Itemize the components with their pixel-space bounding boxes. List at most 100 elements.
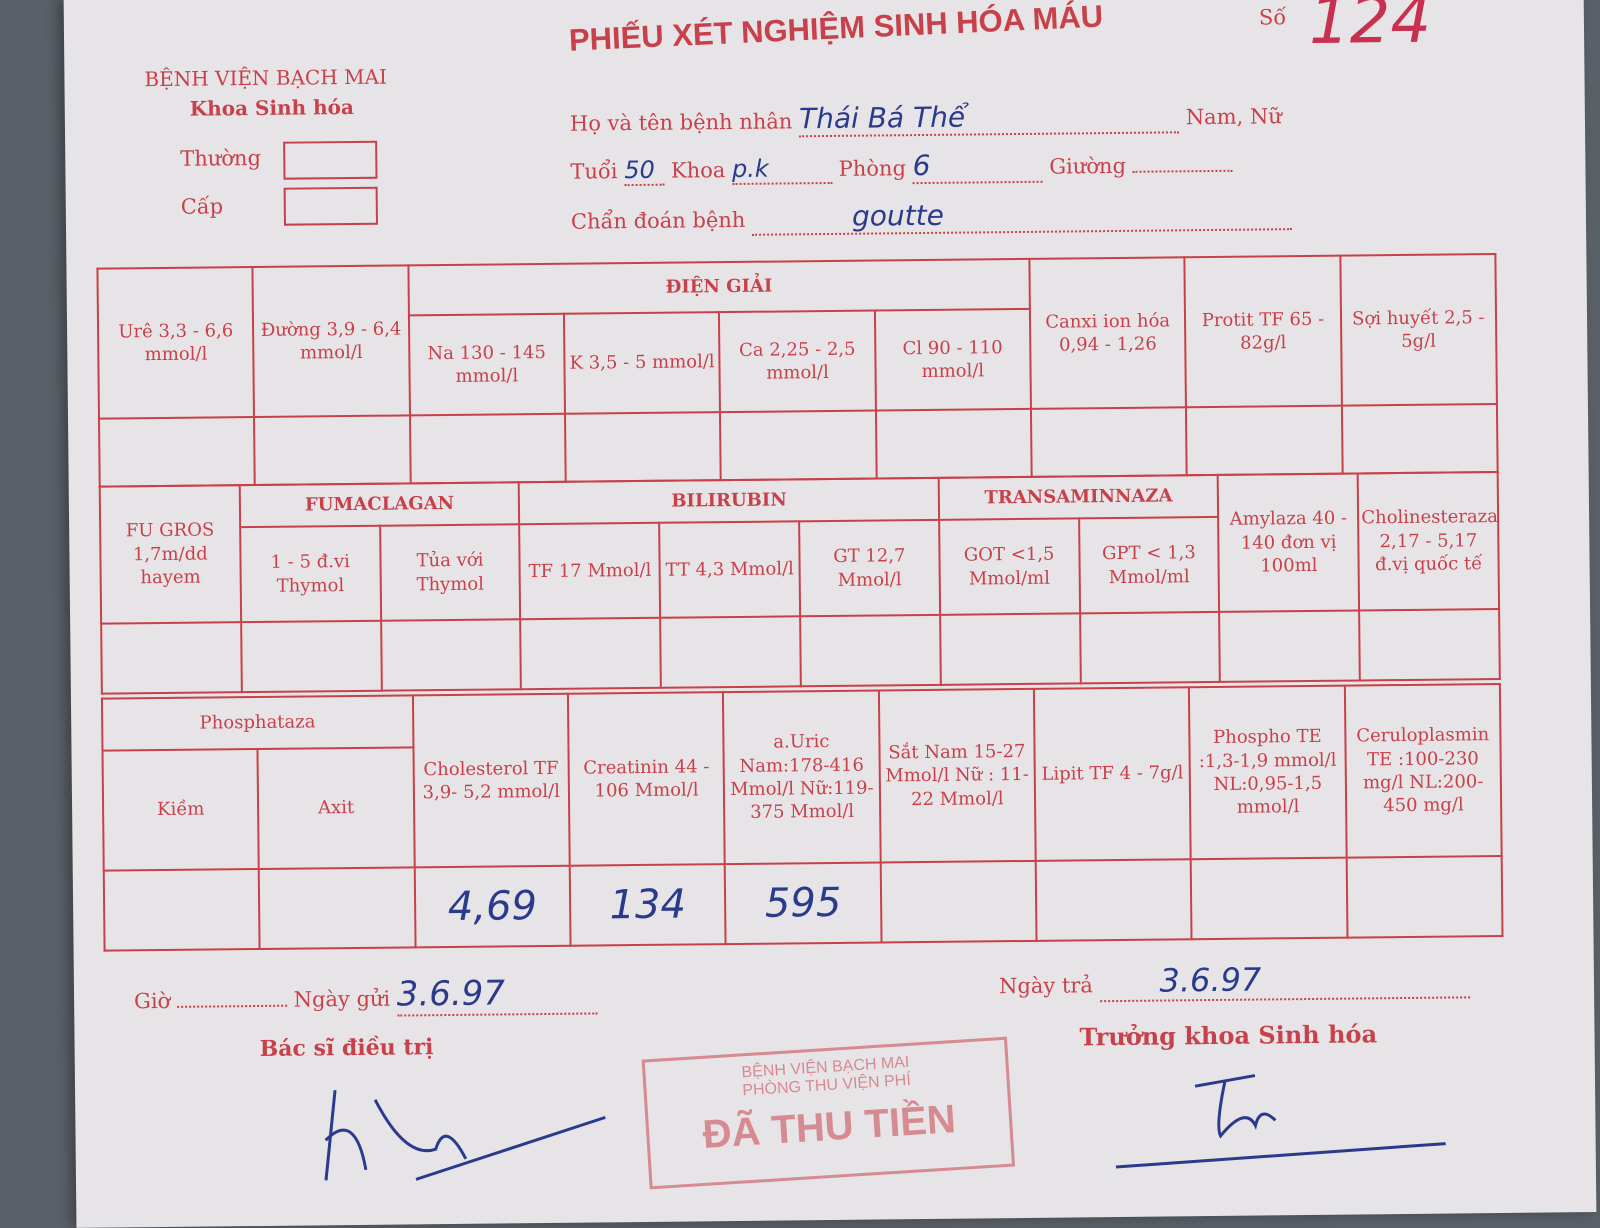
result-cell[interactable] [1035, 859, 1192, 941]
result-cell[interactable] [660, 616, 801, 688]
protit-header: Protit TF 65 - 82g/l [1184, 255, 1342, 408]
return-date-value: 3.6.97 [1159, 960, 1262, 1000]
result-cell[interactable] [1079, 611, 1221, 684]
band-1-table: Urê 3,3 - 6,6 mmol/l Đường 3,9 - 6,4 mmo… [96, 253, 1498, 488]
bilirubin-tt-header: TT 4,3 Mmol/l [659, 521, 801, 618]
doctor-label: Bác sĩ điều trị [259, 1034, 434, 1062]
duong-header: Đường 3,9 - 6,4 mmol/l [252, 265, 410, 418]
amylaza-header: Amylaza 40 - 140 đơn vị 100ml [1218, 473, 1360, 612]
paid-stamp: BỆNH VIỆN BẠCH MAI PHÒNG THU VIỆN PHÍ ĐÃ… [641, 1036, 1016, 1190]
age-value: 50 [624, 155, 655, 185]
return-row: Ngày trả 3.6.97 [999, 958, 1470, 1003]
ca-header: Ca 2,25 - 2,5 mmol/l [719, 310, 876, 413]
cholesterol-header: Cholesterol TF 3,9- 5,2 mmol/l [412, 693, 570, 868]
result-cell[interactable] [520, 617, 662, 690]
cl-header: Cl 90 - 110 mmol/l [874, 308, 1031, 411]
room-label: Phòng [838, 156, 907, 181]
thymol-precip-header: Tủa với Thymol [379, 524, 521, 621]
result-cell[interactable] [1359, 608, 1500, 681]
creatinin-header: Creatinin 44 - 106 Mmol/l [567, 692, 726, 866]
hospital-name: BỆNH VIỆN BẠCH MAI [144, 64, 388, 92]
canxi-header: Canxi ion hóa 0,94 - 1,26 [1029, 257, 1187, 409]
result-cell[interactable] [1190, 857, 1348, 940]
cholesterol-result[interactable]: 4,69 [414, 865, 571, 948]
priority-urgent-checkbox[interactable] [283, 186, 378, 226]
soi-huyet-header: Sợi huyết 2,5 - 5g/l [1339, 254, 1497, 406]
phosphataza-header: Phosphataza [101, 695, 414, 751]
result-cell[interactable] [880, 860, 1037, 943]
patient-name-label: Họ và tên bệnh nhân [569, 109, 793, 136]
department-name: Khoa Sinh hóa [189, 94, 355, 121]
head-signature [1115, 1074, 1446, 1169]
gpt-header: GPT < 1,3 Mmol/ml [1078, 516, 1220, 614]
result-cell[interactable] [1346, 855, 1503, 938]
k-header: K 3,5 - 5 mmol/l [563, 312, 721, 414]
result-cell[interactable] [1030, 407, 1187, 477]
bilirubin-gt-header: GT 12,7 Mmol/l [799, 519, 940, 617]
axit-header: Axit [257, 747, 415, 869]
age-row: Tuổi 50 Khoa p.k Phòng 6 Giường [570, 146, 1233, 188]
diagnosis-label: Chẩn đoán bệnh [570, 207, 746, 234]
result-cell[interactable] [1341, 404, 1498, 474]
result-cell[interactable] [720, 410, 877, 481]
result-cell[interactable] [259, 867, 416, 949]
patient-name-value: Thái Bá Thể [798, 100, 966, 136]
stamp-line-3: ĐÃ THU TIỀN [701, 1097, 957, 1157]
priority-normal-label: Thường [180, 145, 262, 171]
ure-header: Urê 3,3 - 6,6 mmol/l [97, 267, 255, 419]
dien-giai-header: ĐIỆN GIẢI [408, 258, 1030, 316]
result-cell[interactable] [800, 614, 941, 687]
dept-label: Khoa [670, 158, 726, 183]
fu-gros-header: FU GROS 1,7m/dd hayem [99, 485, 241, 624]
doctor-signature [324, 1090, 606, 1181]
result-cell[interactable] [1219, 610, 1360, 682]
result-cell[interactable] [939, 613, 1081, 685]
return-date-label: Ngày trả [998, 973, 1093, 999]
diagnosis-value: goutte [851, 198, 945, 233]
time-label: Giờ [133, 988, 171, 1014]
priority-urgent-label: Cấp [180, 194, 224, 219]
result-cell[interactable] [875, 408, 1032, 479]
head-of-dept-label: Trưởng khoa Sinh hóa [1079, 1019, 1378, 1052]
result-cell[interactable] [409, 413, 566, 484]
form-number: 124 [1308, 0, 1432, 59]
fumaclagan-header: FUMACLAGAN [239, 482, 520, 528]
sat-header: Sắt Nam 15-27 Mmol/l Nữ : 11-22 Mmol/l [878, 688, 1036, 863]
result-cell[interactable] [1186, 405, 1343, 476]
result-cell[interactable] [564, 412, 721, 482]
got-header: GOT <1,5 Mmol/ml [938, 518, 1080, 615]
patient-name-row: Họ và tên bệnh nhân Thái Bá Thể Nam, Nữ [570, 97, 1282, 139]
uric-acid-result[interactable]: 595 [725, 862, 882, 945]
bed-label: Giường [1049, 153, 1127, 179]
sent-row: Giờ Ngày gửi 3.6.97 [133, 972, 598, 1019]
room-value: 6 [912, 148, 931, 183]
diagnosis-row: Chẩn đoán bệnh goutte [570, 195, 1293, 238]
thymol-unit-header: 1 - 5 đ.vi Thymol [239, 525, 381, 623]
form-title: PHIẾU XÉT NGHIỆM SINH HÓA MÁU [568, 0, 1104, 58]
number-label: Số [1258, 5, 1287, 30]
transaminnaza-header: TRANSAMINNAZA [938, 474, 1219, 520]
result-cell[interactable] [103, 868, 260, 951]
creatinin-result[interactable]: 134 [569, 864, 726, 946]
result-cell[interactable] [240, 620, 382, 693]
ceruloplasmin-header: Ceruloplasmin TE :100-230 mg/l NL:200-45… [1344, 683, 1502, 858]
dept-value: p.k [731, 154, 769, 184]
bilirubin-header: BILIRUBIN [519, 477, 939, 525]
phospho-header: Phospho TE :1,3-1,9 mmol/l NL:0,95-1,5 m… [1189, 685, 1347, 860]
band-2-table: FU GROS 1,7m/dd hayem FUMACLAGAN BILIRUB… [99, 471, 1501, 695]
kiem-header: Kiềm [102, 748, 260, 871]
sex-label: Nam, Nữ [1185, 104, 1282, 130]
result-cell[interactable] [380, 619, 522, 691]
result-cell[interactable] [101, 622, 242, 694]
age-label: Tuổi [570, 159, 618, 184]
sent-date-label: Ngày gửi [293, 986, 391, 1012]
lab-form-paper: BỆNH VIỆN BẠCH MAI Khoa Sinh hóa Thường … [63, 0, 1597, 1228]
result-cell[interactable] [99, 417, 256, 487]
na-header: Na 130 - 145 mmol/l [408, 313, 565, 416]
result-cell[interactable] [254, 415, 411, 486]
priority-normal-checkbox[interactable] [283, 140, 378, 180]
sent-date-value: 3.6.97 [396, 973, 506, 1015]
band-3-table: Phosphataza Cholesterol TF 3,9- 5,2 mmol… [101, 683, 1504, 952]
uric-acid-header: a.Uric Nam:178-416 Mmol/l Nữ:119-375 Mmo… [723, 690, 881, 865]
bilirubin-tf-header: TF 17 Mmol/l [519, 522, 661, 620]
